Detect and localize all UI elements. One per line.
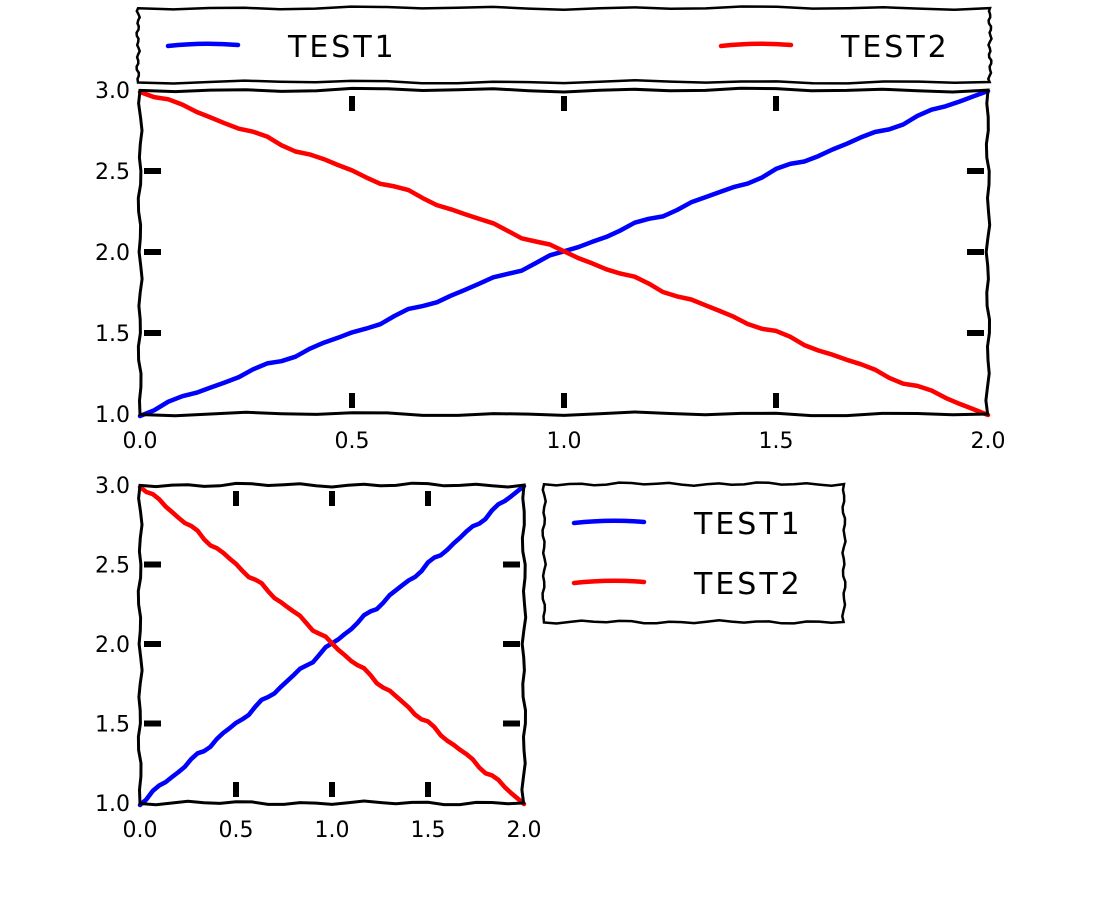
x-tick-mark-bottom: [233, 782, 239, 797]
y-tick-mark-right: [967, 249, 984, 255]
x-tick-label: 1.5: [759, 429, 794, 454]
plot-frame: [136, 86, 992, 418]
legend-box: [541, 481, 847, 625]
x-tick-label: 1.0: [315, 818, 350, 843]
legend-swatch-test2: [718, 41, 794, 49]
y-tick-label: 2.0: [95, 633, 130, 658]
x-tick-mark-top: [329, 491, 335, 506]
y-tick-label: 3.0: [95, 79, 130, 104]
y-tick-label: 1.5: [95, 322, 130, 347]
x-tick-mark-top: [233, 491, 239, 506]
y-tick-label: 3.0: [95, 474, 130, 499]
x-tick-label: 0.0: [123, 818, 158, 843]
x-tick-mark-bottom: [425, 782, 431, 797]
x-tick-mark-top: [349, 96, 355, 111]
x-tick-mark-bottom: [561, 393, 567, 408]
y-tick-label: 1.0: [95, 792, 130, 817]
y-tick-mark-right: [967, 330, 984, 336]
x-tick-label: 0.5: [335, 429, 370, 454]
plot-frame: [136, 481, 528, 807]
y-tick-mark-right: [503, 641, 520, 647]
x-tick-mark-bottom: [349, 393, 355, 408]
x-tick-mark-bottom: [329, 782, 335, 797]
x-tick-label: 0.5: [219, 818, 254, 843]
x-tick-mark-top: [561, 96, 567, 111]
x-tick-label: 0.0: [123, 429, 158, 454]
y-tick-label: 2.5: [95, 554, 130, 579]
y-tick-mark-left: [144, 561, 161, 568]
x-tick-mark-top: [425, 491, 431, 506]
legend-swatch-test2: [571, 578, 647, 586]
top-chart: 0.0 0.5 1.0 1.5 2.0 1.0 1.5 2.0 2.5 3.0 TEST1 TEST2: [95, 5, 1006, 454]
series-line-test2: [137, 89, 991, 418]
legend-swatch-test1: [165, 41, 241, 49]
x-tick-label: 1.5: [411, 818, 446, 843]
y-tick-mark-right: [967, 168, 984, 174]
y-tick-label: 2.0: [95, 241, 130, 266]
y-tick-mark-left: [144, 720, 161, 727]
legend-swatch-test1: [571, 518, 647, 526]
y-tick-mark-left: [144, 249, 161, 255]
x-tick-label: 2.0: [971, 429, 1006, 454]
bottom-chart: 0.0 0.5 1.0 1.5 2.0 1.0 1.5 2.0 2.5 3.0 TEST1 TEST2: [95, 474, 847, 843]
y-tick-mark-right: [503, 561, 520, 568]
x-tick-label: 2.0: [507, 818, 542, 843]
y-tick-mark-left: [144, 330, 161, 336]
legend-label-test2: TEST2: [693, 567, 803, 602]
x-tick-mark-bottom: [773, 393, 779, 408]
y-tick-label: 2.5: [95, 160, 130, 185]
y-tick-label: 1.0: [95, 403, 130, 428]
y-tick-mark-left: [144, 168, 161, 174]
y-tick-mark-right: [503, 720, 520, 727]
legend-label-test2: TEST2: [840, 30, 950, 65]
legend-label-test1: TEST1: [287, 30, 397, 65]
y-tick-label: 1.5: [95, 713, 130, 738]
x-tick-label: 1.0: [547, 429, 582, 454]
legend-label-test1: TEST1: [693, 507, 803, 542]
x-tick-mark-top: [773, 96, 779, 111]
legend-box: [135, 5, 993, 85]
series-line-test2: [137, 484, 527, 807]
y-tick-mark-left: [144, 641, 161, 647]
